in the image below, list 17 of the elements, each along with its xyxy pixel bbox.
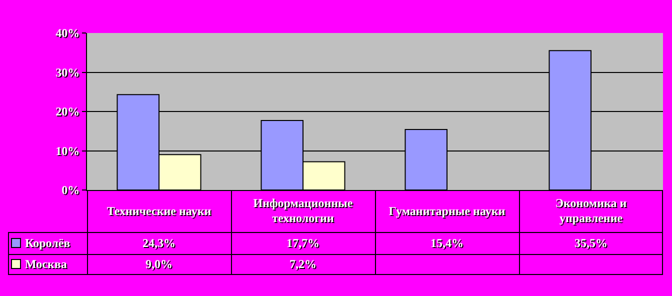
y-tick-label: 40% <box>56 26 80 40</box>
data-label: 17,7% <box>286 234 320 252</box>
data-label: 24,3% <box>142 234 176 252</box>
y-tick-label: 10% <box>56 144 80 158</box>
x-tick-label: Экономика и управление <box>554 195 628 227</box>
y-tick-label: 20% <box>56 104 80 119</box>
data-label: 35,5% <box>574 234 608 252</box>
data-label: 7,2% <box>288 256 318 272</box>
legend-label: Королёв <box>24 234 72 252</box>
legend-label: Москва <box>24 256 68 272</box>
y-tick-label: 30% <box>56 65 80 80</box>
y-tick-label: 0% <box>62 183 80 198</box>
data-label: 9,0% <box>144 256 174 272</box>
x-tick-label: Информационные технологии <box>252 195 354 227</box>
x-tick-label: Технические науки <box>106 202 212 220</box>
data-label: 15,4% <box>430 234 464 252</box>
x-tick-label: Гуманитарные науки <box>388 202 506 220</box>
